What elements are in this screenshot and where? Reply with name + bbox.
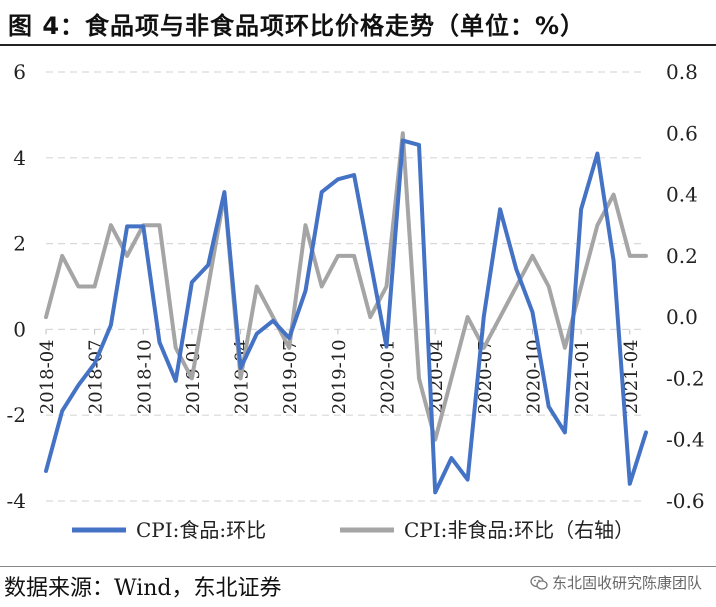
legend: CPI:食品:环比 CPI:非食品:环比（右轴）	[72, 518, 634, 542]
x-tick-label: 2019-10	[329, 339, 350, 414]
left-tick-label: 2	[13, 232, 26, 256]
right-tick-label: 0.0	[666, 305, 698, 329]
data-source: 数据来源：Wind，东北证券	[4, 576, 282, 601]
x-tick-label: 2018-10	[134, 339, 155, 414]
x-tick-label: 2021-01	[572, 339, 593, 414]
x-tick-label: 2020-10	[523, 339, 544, 414]
x-tick-label: 2018-07	[86, 339, 107, 414]
x-tick-label: 2019-07	[280, 339, 301, 414]
watermark: 东北固收研究陈康团队	[530, 572, 702, 593]
left-tick-label: -4	[7, 489, 26, 513]
left-tick-label: 0	[13, 317, 26, 341]
chart-title: 图 4：食品项与非食品项环比价格走势（单位：%）	[8, 12, 586, 40]
chart-area: 6 4 2 0 -2 -4 0.8 0.6 0.4 0.2 0.0 -0.2 -0.4 -0.6 201…	[7, 60, 705, 542]
right-tick-label: 0.8	[666, 60, 698, 84]
left-axis-ticks: 6 4 2 0 -2 -4	[7, 60, 26, 513]
right-tick-label: 0.6	[666, 121, 698, 145]
wechat-icon	[530, 575, 548, 590]
left-tick-label: 6	[13, 60, 26, 84]
grid-layer	[46, 71, 646, 502]
x-tick-label: 2018-04	[37, 339, 58, 414]
right-axis-ticks: 0.8 0.6 0.4 0.2 0.0 -0.2 -0.4 -0.6	[666, 60, 705, 513]
x-tick-label: 2021-04	[621, 339, 642, 414]
title-divider	[0, 44, 716, 46]
left-tick-label: -2	[7, 403, 26, 427]
x-axis-ticks: 2018-04 2018-07 2018-10 2019-01 2019-04 2019-…	[37, 329, 642, 414]
legend-label-2: CPI:非食品:环比（右轴）	[404, 518, 634, 542]
watermark-text: 东北固收研究陈康团队	[551, 574, 702, 592]
right-tick-label: -0.6	[666, 489, 705, 513]
series-line-2	[44, 131, 648, 442]
left-tick-label: 4	[13, 146, 26, 170]
right-tick-label: -0.2	[666, 366, 705, 390]
x-tick-label: 2020-01	[378, 339, 399, 414]
legend-label-1: CPI:食品:环比	[136, 518, 266, 542]
series-layer	[44, 131, 648, 495]
right-tick-label: -0.4	[666, 428, 705, 452]
right-tick-label: 0.4	[666, 183, 698, 207]
footer-divider	[0, 566, 716, 567]
series-line-1	[44, 138, 648, 495]
right-tick-label: 0.2	[666, 244, 698, 268]
